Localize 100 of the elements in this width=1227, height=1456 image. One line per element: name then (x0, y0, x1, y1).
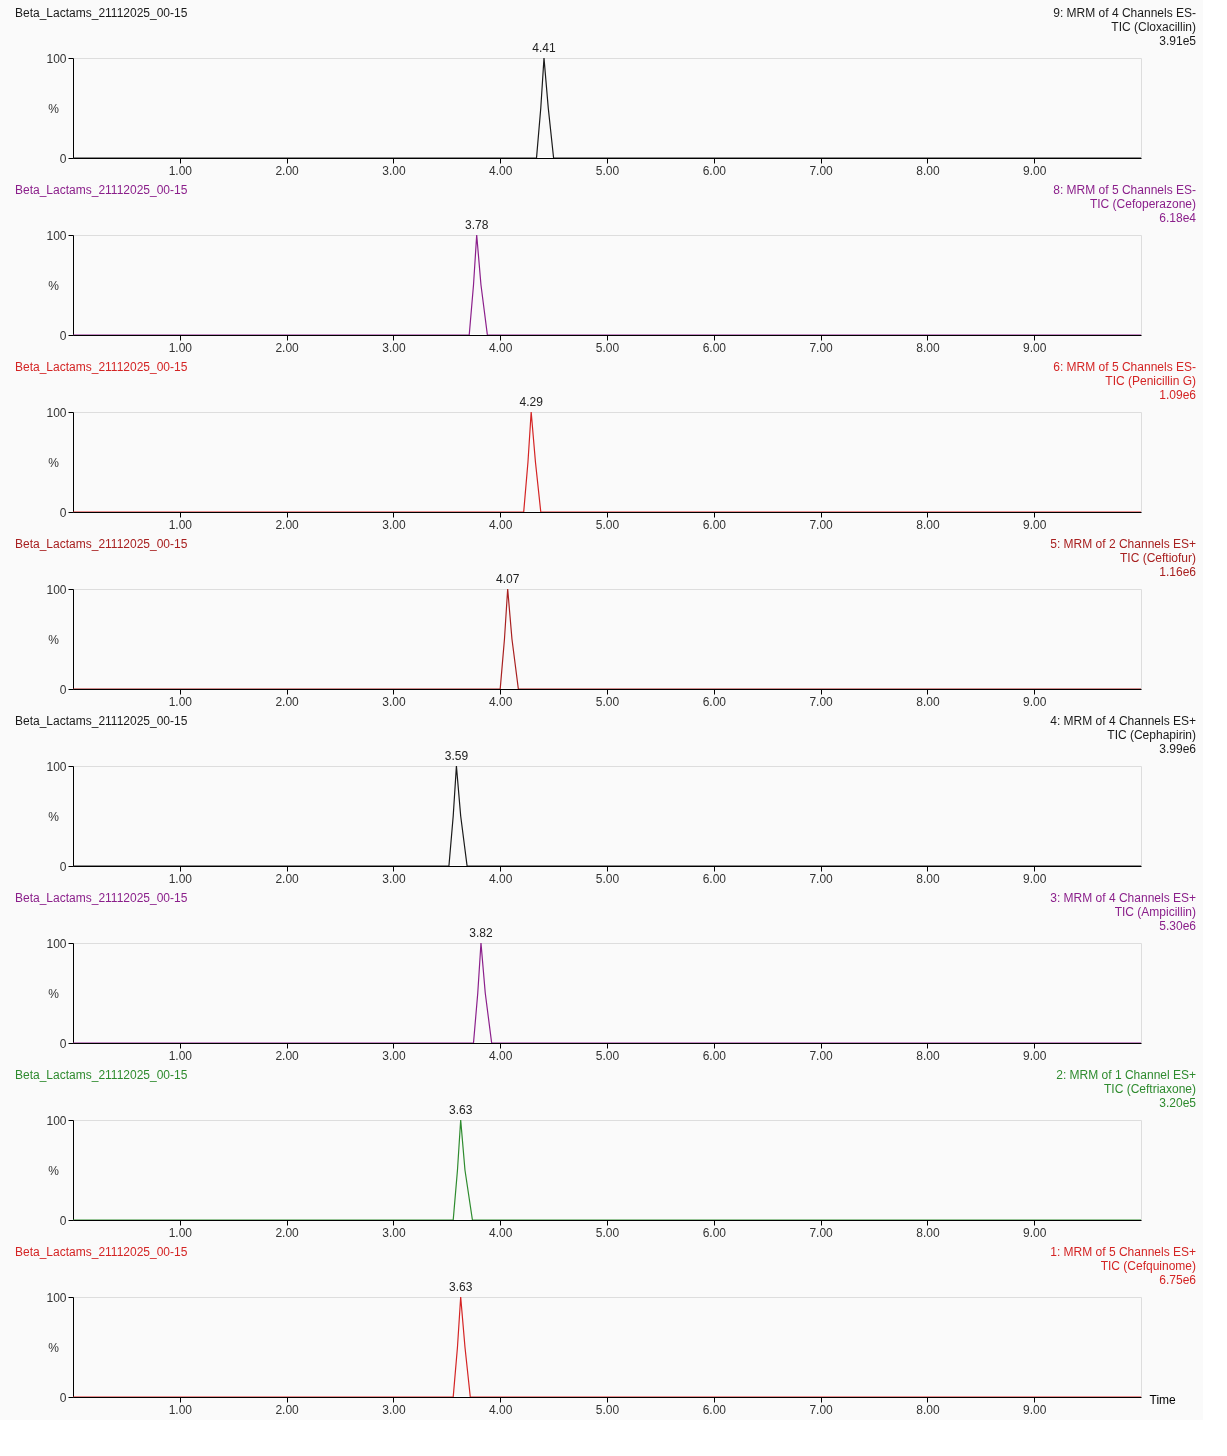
y-tick-label: 100 (46, 936, 67, 951)
annotation: 3.59 (444, 749, 469, 763)
annotation: 4.41 (532, 41, 556, 55)
x-tick-label: 8.00 (916, 1225, 940, 1240)
x-tick-label: 2.00 (275, 517, 300, 532)
text: 3.20e5 (1159, 1096, 1197, 1110)
y-axis-title: % (48, 632, 60, 647)
x-tick-label: 3.00 (382, 340, 406, 355)
text: TIC (Ampicillin) (1114, 905, 1196, 919)
x-tick-label: 7.00 (809, 163, 834, 178)
x-tick-label: 8.00 (916, 163, 940, 178)
y-axis-title: % (48, 1163, 60, 1178)
x-tick-label: 9.00 (1023, 1402, 1047, 1417)
x-axis-title: Time (1149, 1392, 1177, 1407)
x-tick-label: 3.00 (382, 1402, 406, 1417)
text: TIC (Penicillin G) (1105, 374, 1196, 388)
chart-title: Beta_Lactams_21112025_00-15 (15, 6, 188, 20)
x-tick-label: 2.00 (275, 1225, 300, 1240)
y-tick-label: 0 (59, 682, 67, 697)
text: 9: MRM of 4 Channels ES- (1053, 6, 1196, 20)
x-tick-label: 5.00 (595, 1048, 620, 1063)
x-tick-label: 6.00 (702, 1225, 727, 1240)
text: 1.09e6 (1159, 388, 1197, 402)
x-tick-label: 6.00 (702, 1048, 727, 1063)
chart-title: Beta_Lactams_21112025_00-15 (15, 714, 188, 728)
x-tick-label: 1.00 (168, 517, 193, 532)
x-tick-label: 6.00 (702, 871, 727, 886)
x-tick-label: 9.00 (1023, 163, 1047, 178)
x-tick-label: 8.00 (916, 1402, 940, 1417)
y-tick-label: 100 (46, 1290, 67, 1305)
chart-title: Beta_Lactams_21112025_00-15 (15, 1068, 188, 1082)
x-tick-label: 1.00 (168, 1225, 193, 1240)
x-tick-label: 6.00 (702, 1402, 727, 1417)
annotation: 3.82 (469, 926, 493, 940)
text: 6: MRM of 5 Channels ES- (1053, 360, 1196, 374)
y-tick-label: 0 (59, 505, 67, 520)
x-tick-label: 4.00 (489, 1402, 513, 1417)
x-tick-label: 5.00 (595, 871, 620, 886)
chart-title: Beta_Lactams_21112025_00-15 (15, 537, 188, 551)
x-tick-label: 1.00 (168, 694, 193, 709)
x-tick-label: 4.00 (489, 694, 513, 709)
annotation: 4.07 (496, 572, 520, 586)
x-tick-label: 9.00 (1023, 871, 1047, 886)
chart-title: Beta_Lactams_21112025_00-15 (15, 183, 188, 197)
x-tick-label: 3.00 (382, 517, 406, 532)
x-tick-label: 4.00 (489, 1225, 513, 1240)
y-axis-title: % (48, 278, 60, 293)
y-tick-label: 100 (46, 1113, 67, 1128)
x-tick-label: 1.00 (168, 1048, 193, 1063)
x-tick-label: 9.00 (1023, 1048, 1047, 1063)
text: 1: MRM of 5 Channels ES+ (1050, 1245, 1196, 1259)
x-tick-label: 7.00 (809, 694, 834, 709)
x-tick-label: 8.00 (916, 694, 940, 709)
x-tick-label: 4.00 (489, 163, 513, 178)
text: TIC (Cephapirin) (1107, 728, 1196, 742)
x-tick-label: 1.00 (168, 871, 193, 886)
y-tick-label: 0 (59, 1390, 67, 1405)
x-tick-label: 3.00 (382, 694, 406, 709)
y-tick-label: 100 (46, 51, 67, 66)
text: TIC (Ceftiofur) (1119, 551, 1196, 565)
x-tick-label: 3.00 (382, 1225, 406, 1240)
y-tick-label: 100 (46, 405, 67, 420)
text: 3: MRM of 4 Channels ES+ (1050, 891, 1196, 905)
y-axis-title: % (48, 101, 60, 116)
y-axis-title: % (48, 1340, 60, 1355)
x-tick-label: 4.00 (489, 340, 513, 355)
x-tick-label: 7.00 (809, 1402, 834, 1417)
y-axis-title: % (48, 455, 60, 470)
y-tick-label: 0 (59, 859, 67, 874)
x-tick-label: 5.00 (595, 1402, 620, 1417)
y-tick-label: 0 (59, 1036, 67, 1051)
x-tick-label: 2.00 (275, 163, 300, 178)
x-tick-label: 5.00 (595, 694, 620, 709)
x-tick-label: 7.00 (809, 517, 834, 532)
x-tick-label: 4.00 (489, 871, 513, 886)
text: 3.99e6 (1159, 742, 1197, 756)
x-tick-label: 7.00 (809, 871, 834, 886)
annotation: 3.78 (465, 218, 489, 232)
y-tick-label: 0 (59, 1213, 67, 1228)
annotation: 4.29 (519, 395, 544, 409)
x-tick-label: 4.00 (489, 1048, 513, 1063)
text: 8: MRM of 5 Channels ES- (1053, 183, 1196, 197)
text: TIC (Cloxacillin) (1111, 20, 1196, 34)
x-tick-label: 7.00 (809, 1225, 834, 1240)
y-tick-label: 0 (59, 151, 67, 166)
y-tick-label: 100 (46, 759, 67, 774)
y-axis-title: % (48, 986, 60, 1001)
y-axis-title: % (48, 809, 60, 824)
x-tick-label: 6.00 (702, 163, 727, 178)
text: 6.75e6 (1159, 1273, 1197, 1287)
y-tick-label: 100 (46, 228, 67, 243)
x-tick-label: 2.00 (275, 871, 300, 886)
x-tick-label: 5.00 (595, 517, 620, 532)
x-tick-label: 6.00 (702, 340, 727, 355)
x-tick-label: 2.00 (275, 694, 300, 709)
y-tick-label: 0 (59, 328, 67, 343)
text: 5.30e6 (1159, 919, 1197, 933)
x-tick-label: 7.00 (809, 340, 834, 355)
x-tick-label: 9.00 (1023, 1225, 1047, 1240)
text: 3.91e5 (1159, 34, 1197, 48)
